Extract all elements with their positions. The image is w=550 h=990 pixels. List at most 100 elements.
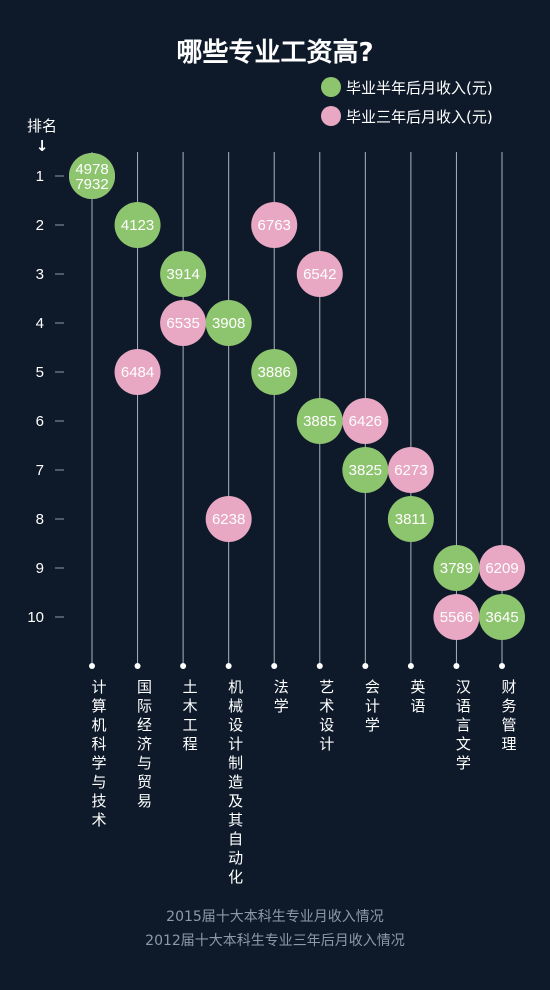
value-label-half-year: 3914 bbox=[166, 266, 199, 283]
major-label-char: 工 bbox=[183, 716, 198, 734]
major-label-char: 汉 bbox=[456, 678, 471, 696]
major-dot bbox=[134, 663, 141, 669]
major-label-char: 国 bbox=[137, 678, 152, 696]
major-label-char: 务 bbox=[501, 697, 516, 715]
legend-label-half-year: 毕业半年后月收入(元) bbox=[346, 79, 493, 97]
major-label-char: 计 bbox=[91, 678, 106, 696]
legend-marker-half-year bbox=[321, 77, 341, 97]
major-label-char: 程 bbox=[183, 735, 198, 753]
major-label-char: 学 bbox=[274, 697, 289, 715]
bubble-half-year bbox=[296, 398, 343, 444]
rank-label: 9 bbox=[36, 560, 44, 577]
major-label-char: 及 bbox=[228, 792, 243, 810]
major-label-char: 动 bbox=[228, 849, 243, 867]
major-label-char: 文 bbox=[456, 735, 471, 753]
rank-axis-arrow: ↓ bbox=[36, 137, 49, 155]
major-label: 计算机科学与技术 bbox=[91, 678, 106, 829]
major-label-char: 管 bbox=[501, 716, 516, 734]
value-label-half-year: 3885 bbox=[303, 413, 336, 430]
major-label-char: 科 bbox=[91, 735, 106, 753]
rank-label: 5 bbox=[36, 364, 44, 381]
rank-axis: 1 2 3 4 5 6 7 8 9 10 bbox=[27, 168, 64, 626]
major-label-char: 与 bbox=[91, 773, 106, 791]
rank-axis-title: 排名 bbox=[27, 117, 57, 135]
major-label-char: 经 bbox=[137, 716, 152, 734]
rank-label: 1 bbox=[36, 168, 44, 185]
value-label-three-year: 6238 bbox=[212, 511, 245, 528]
major-dot bbox=[89, 663, 95, 669]
major-label-char: 济 bbox=[137, 735, 152, 753]
major-label-char: 土 bbox=[183, 678, 198, 696]
major-dot bbox=[225, 663, 232, 669]
major-label-char: 其 bbox=[228, 811, 243, 829]
value-label-three-year: 6763 bbox=[258, 217, 291, 234]
major-label-char: 与 bbox=[137, 754, 152, 772]
bubbles: 7932 6484 6535 6238 6763 6542 6426 6273 5566 6209… bbox=[69, 153, 525, 640]
bubble-three-year bbox=[160, 300, 207, 346]
major-label-char: 木 bbox=[183, 697, 198, 715]
bubble-half-year bbox=[479, 594, 525, 640]
major-label-char: 术 bbox=[319, 697, 334, 715]
bubble-three-year bbox=[205, 496, 252, 542]
major-dot bbox=[499, 663, 505, 669]
major-label: 英语 bbox=[410, 678, 425, 715]
value-label-three-year: 6535 bbox=[166, 315, 199, 332]
major-dot bbox=[316, 663, 323, 669]
major-label-char: 学 bbox=[91, 754, 106, 772]
major-label-char: 际 bbox=[137, 697, 152, 715]
major-label-char: 计 bbox=[228, 735, 243, 753]
major-label: 法学 bbox=[274, 678, 289, 715]
value-label-three-year: 6484 bbox=[121, 364, 154, 381]
bubble-half-year bbox=[342, 447, 389, 493]
major-dot bbox=[407, 663, 414, 669]
value-label-half-year: 4123 bbox=[121, 217, 154, 234]
rank-label: 8 bbox=[36, 511, 44, 528]
major-label: 会计学 bbox=[365, 678, 380, 734]
major-label-char: 算 bbox=[91, 697, 106, 715]
rank-label: 6 bbox=[36, 413, 44, 430]
value-label-half-year: 3886 bbox=[258, 364, 291, 381]
bubble-three-year bbox=[387, 447, 434, 493]
value-label-three-year: 7932 bbox=[75, 176, 108, 193]
major-label-char: 技 bbox=[91, 792, 106, 810]
major-label-char: 语 bbox=[456, 697, 471, 715]
major-label-char: 机 bbox=[91, 716, 106, 734]
value-label-half-year: 3789 bbox=[440, 560, 473, 577]
footnote-1: 2015届十大本科生专业月收入情况 bbox=[166, 909, 384, 925]
value-label-three-year: 6426 bbox=[349, 413, 382, 430]
bubble-three-year bbox=[296, 251, 343, 297]
major-label-char: 财 bbox=[501, 678, 516, 696]
value-label-half-year: 3811 bbox=[395, 511, 427, 528]
bubble-half-year bbox=[387, 496, 434, 542]
value-label-three-year: 5566 bbox=[440, 609, 473, 626]
major-label: 艺术设计 bbox=[319, 678, 334, 753]
value-label-three-year: 6273 bbox=[394, 462, 427, 479]
major-label-char: 法 bbox=[274, 678, 289, 696]
major-label-char: 易 bbox=[137, 792, 152, 810]
value-label-half-year: 4978 bbox=[75, 161, 108, 178]
bubble-three-year bbox=[433, 594, 480, 640]
bubble-half-year bbox=[160, 251, 207, 297]
bubble-three-year bbox=[114, 349, 161, 395]
chart-title: 哪些专业工资高? bbox=[176, 37, 373, 68]
value-label-three-year: 6209 bbox=[485, 560, 518, 577]
major-label-char: 艺 bbox=[319, 678, 334, 696]
major-label-char: 自 bbox=[228, 830, 243, 848]
major-label-char: 械 bbox=[228, 697, 243, 715]
major-dot bbox=[271, 663, 278, 669]
bubble-three-year bbox=[251, 202, 298, 248]
major-label-char: 设 bbox=[319, 716, 334, 734]
value-label-half-year: 3825 bbox=[349, 462, 382, 479]
major-label-char: 语 bbox=[410, 697, 425, 715]
major-label-char: 计 bbox=[365, 697, 380, 715]
major-dot bbox=[362, 663, 369, 669]
major-label: 土木工程 bbox=[183, 678, 198, 753]
major-label-char: 学 bbox=[456, 754, 471, 772]
rank-label: 4 bbox=[36, 315, 44, 332]
major-label-char: 制 bbox=[228, 754, 243, 772]
major-label-char: 理 bbox=[501, 735, 516, 753]
major-label-char: 英 bbox=[410, 678, 425, 696]
value-label-three-year: 6542 bbox=[303, 266, 336, 283]
major-label-char: 机 bbox=[228, 678, 243, 696]
